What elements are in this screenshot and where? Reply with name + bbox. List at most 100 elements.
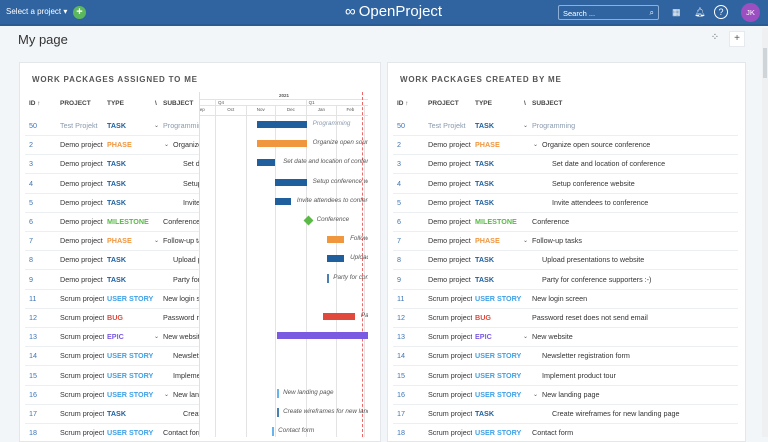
column-header-type[interactable]: TYPE <box>475 100 492 107</box>
work-package-id[interactable]: 14 <box>29 351 37 361</box>
gantt-bar[interactable] <box>275 197 291 205</box>
chevron-down-icon[interactable]: ⌄ <box>154 238 160 245</box>
work-package-id[interactable]: 50 <box>29 121 37 130</box>
subject[interactable]: Setup conference website <box>183 178 200 188</box>
column-header-project[interactable]: PROJECT <box>428 100 459 107</box>
subject[interactable]: Set date and location of conference <box>183 159 200 169</box>
work-package-id[interactable]: 2 <box>29 140 33 150</box>
work-package-id[interactable]: 2 <box>397 140 401 150</box>
subject[interactable]: Newsletter registration form <box>542 351 630 361</box>
subject[interactable]: Programming <box>532 121 576 130</box>
avatar[interactable]: JK <box>741 3 760 22</box>
subject[interactable]: Set date and location of conference <box>552 159 666 169</box>
subject[interactable]: New website <box>532 332 573 342</box>
work-package-id[interactable]: 4 <box>29 178 33 188</box>
subject[interactable]: Upload presentations to website <box>542 255 645 265</box>
subject[interactable]: Implement product tour <box>173 370 200 380</box>
gantt-bar[interactable] <box>323 313 355 320</box>
gantt-bar[interactable] <box>257 159 276 167</box>
gantt-bar[interactable] <box>277 388 280 398</box>
scrollbar[interactable] <box>762 28 768 437</box>
gantt-chart[interactable]: 2021Q3Q4Q1 SepOctNovDecJanFebProgramming O… <box>199 92 368 437</box>
grid-icon[interactable]: ▦ <box>672 7 681 17</box>
work-package-id[interactable]: 11 <box>397 293 405 303</box>
subject[interactable]: Password reset does not send email <box>163 313 200 322</box>
work-package-id[interactable]: 6 <box>397 217 401 226</box>
work-package-id[interactable]: 18 <box>397 428 405 438</box>
gantt-bar[interactable] <box>272 427 275 437</box>
subject[interactable]: Invite attendees to conference <box>552 197 649 207</box>
chevron-down-icon[interactable]: ⌄ <box>164 142 170 149</box>
gantt-bar[interactable] <box>257 121 307 128</box>
work-package-id[interactable]: 13 <box>397 332 405 342</box>
search-input[interactable]: Search ... ⌕ <box>558 5 659 20</box>
subject[interactable]: Create wireframes for new landing page <box>552 409 680 418</box>
subject[interactable]: New website <box>163 332 200 342</box>
subject[interactable]: Setup conference website <box>552 178 635 188</box>
work-package-id[interactable]: 12 <box>397 313 405 322</box>
work-package-id[interactable]: 11 <box>29 293 37 303</box>
column-header-id[interactable]: ID ↑ <box>397 100 409 107</box>
subject[interactable]: Contact form <box>532 428 574 438</box>
work-package-id[interactable]: 7 <box>29 236 33 246</box>
column-header-id[interactable]: ID ↑ <box>29 100 41 107</box>
subject[interactable]: Conference <box>163 217 200 226</box>
chevron-down-icon[interactable]: ⌄ <box>523 123 529 129</box>
work-package-id[interactable]: 6 <box>29 217 33 226</box>
work-package-id[interactable]: 3 <box>29 159 33 169</box>
gantt-bar[interactable] <box>327 273 330 283</box>
chevron-down-icon[interactable]: ⌄ <box>533 391 539 398</box>
subject[interactable]: Implement product tour <box>542 370 616 380</box>
subject[interactable]: Password reset does not send email <box>532 313 648 322</box>
search-icon[interactable]: ⌕ <box>649 8 654 17</box>
chevron-down-icon[interactable]: ⌄ <box>154 123 160 129</box>
work-package-id[interactable]: 16 <box>29 389 37 399</box>
work-package-id[interactable]: 18 <box>29 428 37 438</box>
logo[interactable]: ∞ OpenProject <box>345 3 442 20</box>
gantt-bar[interactable] <box>277 332 368 340</box>
work-package-id[interactable]: 14 <box>397 351 405 361</box>
subject[interactable]: Organize open source conference <box>542 140 651 150</box>
subject[interactable]: Party for conference supporters :-) <box>173 274 200 284</box>
gantt-bar[interactable] <box>327 236 345 244</box>
subject[interactable]: Upload presentations to website <box>173 255 200 265</box>
subject[interactable]: New landing page <box>542 389 600 399</box>
work-package-id[interactable]: 12 <box>29 313 37 322</box>
subject[interactable]: Follow-up tasks <box>532 236 582 246</box>
help-icon[interactable]: ? <box>714 5 728 19</box>
gantt-bar[interactable] <box>275 178 307 186</box>
chevron-down-icon[interactable]: ⌄ <box>164 391 170 398</box>
subject[interactable]: Organize open source conference <box>173 140 200 150</box>
work-package-id[interactable]: 15 <box>397 370 405 380</box>
chevron-down-icon[interactable]: ⌄ <box>533 142 539 149</box>
work-package-id[interactable]: 3 <box>397 159 401 169</box>
scrollbar-thumb[interactable] <box>763 48 767 78</box>
work-package-id[interactable]: 5 <box>29 197 33 207</box>
subject[interactable]: Programming <box>163 121 200 130</box>
column-header-subject[interactable]: SUBJECT <box>163 100 194 107</box>
project-select[interactable]: Select a project ▾ <box>6 7 68 16</box>
work-package-id[interactable]: 17 <box>29 409 37 418</box>
work-package-id[interactable]: 50 <box>397 121 405 130</box>
subject[interactable]: Follow-up tasks <box>163 236 200 246</box>
chevron-down-icon[interactable]: ⌄ <box>154 334 160 341</box>
work-package-id[interactable]: 4 <box>397 178 401 188</box>
column-header-subject[interactable]: SUBJECT <box>532 100 563 107</box>
work-package-id[interactable]: 16 <box>397 389 405 399</box>
work-package-id[interactable]: 13 <box>29 332 37 342</box>
subject[interactable]: Create wireframes for new landing page <box>183 409 200 418</box>
subject[interactable]: New login screen <box>532 293 588 303</box>
hierarchy-toggle-icon[interactable]: \ <box>155 100 157 107</box>
hierarchy-toggle-icon[interactable]: \ <box>524 100 526 107</box>
gantt-bar[interactable] <box>277 408 280 417</box>
work-package-id[interactable]: 9 <box>29 274 33 284</box>
subject[interactable]: Conference <box>532 217 570 226</box>
column-header-type[interactable]: TYPE <box>107 100 124 107</box>
subject[interactable]: Party for conference supporters :-) <box>542 274 652 284</box>
work-package-id[interactable]: 15 <box>29 370 37 380</box>
subject[interactable]: Newsletter registration form <box>173 351 200 361</box>
subject[interactable]: Contact form <box>163 428 200 438</box>
drag-grid-icon[interactable]: ⁘ <box>710 32 720 43</box>
work-package-id[interactable]: 9 <box>397 274 401 284</box>
work-package-id[interactable]: 7 <box>397 236 401 246</box>
